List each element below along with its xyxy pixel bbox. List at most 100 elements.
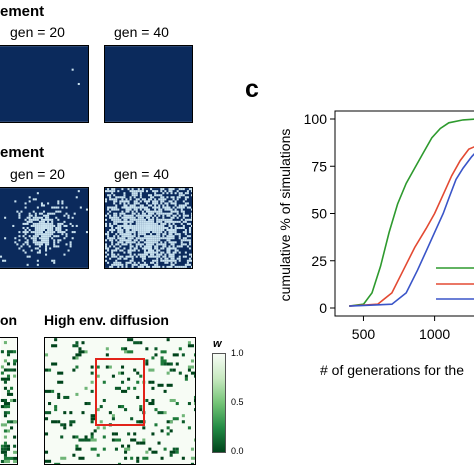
- low-diffusion-cell: [3, 441, 7, 445]
- row2-gen40-cell: [131, 255, 134, 258]
- high-diffusion-cell: [102, 447, 106, 451]
- row2-gen40-cell: [143, 226, 146, 230]
- high-diffusion-cell: [193, 395, 195, 399]
- row2-gen40-cell: [152, 265, 155, 268]
- high-diffusion-cell: [145, 362, 149, 366]
- row2-gen40-cell: [168, 190, 171, 193]
- high-diffusion-cell: [45, 411, 52, 415]
- row2-gen40-cell: [154, 259, 157, 262]
- high-diffusion-cell: [105, 347, 109, 351]
- row2-gen40-cell: [137, 206, 140, 209]
- row2-gen40-cell: [117, 263, 120, 266]
- row2-gen40-cell: [127, 235, 130, 238]
- row2-gen40-cell: [168, 212, 171, 215]
- row2-gen20-cell: [24, 241, 27, 244]
- row2-gen40-cell: [139, 204, 142, 207]
- high-diffusion-cell: [190, 371, 195, 375]
- row2-gen40-cell: [125, 222, 128, 225]
- row2-gen20-cell: [40, 243, 43, 246]
- row2-gen40-cell: [127, 224, 130, 227]
- row2-gen40-cell: [113, 206, 116, 209]
- low-diffusion-cell: [0, 450, 7, 454]
- row2-gen40-cell: [131, 231, 134, 234]
- row2-gen40-cell: [188, 257, 191, 260]
- row2-gen20-cell: [28, 235, 31, 238]
- high-diffusion-cell: [127, 447, 131, 451]
- y-tick-label: 50: [311, 206, 327, 222]
- row2-gen40-cell: [131, 194, 134, 197]
- row2-gen40-cell: [131, 192, 134, 195]
- row2-gen40-cell: [178, 226, 181, 230]
- row2-gen40-cell: [172, 231, 175, 234]
- row2-gen40-cell: [121, 212, 124, 215]
- row2-gen40-cell: [166, 202, 169, 205]
- row2-gen40-cell: [147, 237, 151, 240]
- row2-gen40-cell: [186, 196, 189, 199]
- row2-gen40-cell: [162, 243, 165, 246]
- row2-gen40-cell: [184, 192, 187, 195]
- row2-gen20-cell: [57, 245, 60, 248]
- row2-gen40-cell: [135, 206, 138, 209]
- high-diffusion-cell: [63, 426, 67, 430]
- row2-gen40-cell: [174, 231, 177, 234]
- row2-gen40-cell: [152, 255, 155, 258]
- row2-gen20-cell: [47, 218, 50, 221]
- row2-gen40-cell: [131, 212, 134, 215]
- high-diffusion-cell: [166, 383, 173, 387]
- row2-gen40-cell: [162, 251, 165, 254]
- row2-gen40-cell: [109, 196, 112, 199]
- row2-gen40-cell: [125, 255, 128, 258]
- row2-gen40-cell: [176, 265, 179, 268]
- high-diffusion-cell: [72, 435, 76, 439]
- low-diffusion-cell: [13, 368, 17, 372]
- row2-gen40-cell: [160, 229, 163, 232]
- row2-gen40-cell: [152, 231, 155, 234]
- row2-gen40-cell: [131, 206, 134, 209]
- high-diffusion-cell: [96, 374, 100, 378]
- high-diffusion-cell: [172, 447, 176, 451]
- row2-gen40-cell: [186, 206, 189, 209]
- row2-gen40-cell: [170, 233, 173, 236]
- row2-gen40-cell: [186, 202, 189, 205]
- row2-gen40-cell: [156, 194, 159, 197]
- row2-gen40-cell: [125, 208, 128, 211]
- row2-gen40-cell: [127, 188, 130, 191]
- row2-gen20-cell: [53, 243, 56, 246]
- row2-gen40-cell: [135, 263, 138, 266]
- row2-gen40-cell: [184, 237, 187, 240]
- row2-gen20-cell: [38, 241, 41, 244]
- row2-gen20-cell: [45, 247, 48, 250]
- row2-gen20-cell: [38, 229, 41, 232]
- high-diffusion-cell: [57, 395, 61, 399]
- row2-gen40-cell: [168, 231, 171, 234]
- row2-gen40-cell: [131, 190, 134, 193]
- row2-gen20-cell: [53, 212, 56, 215]
- high-diffusion-cell: [190, 359, 194, 363]
- row2-gen40-cell: [127, 202, 130, 205]
- row2-gen40-cell: [105, 190, 108, 193]
- row2-gen20-cell: [53, 259, 56, 262]
- row2-gen40-cell: [137, 224, 140, 227]
- row2-gen40-cell: [125, 216, 128, 219]
- row2-gen40-cell: [143, 214, 146, 217]
- row2-gen40-cell: [115, 249, 118, 252]
- row2-gen20-cell: [45, 224, 48, 227]
- row2-gen40-cell: [174, 200, 177, 203]
- high-diffusion-cell: [181, 456, 185, 460]
- row2-gen40-cell: [182, 200, 185, 203]
- row2-gen40-cell: [184, 265, 187, 268]
- row2-gen40-cell: [147, 247, 151, 250]
- row2-gen40-cell: [150, 233, 153, 236]
- row2-gen40-cell: [182, 214, 185, 217]
- row2-gen40-cell: [164, 202, 167, 205]
- row2-gen40-cell: [105, 243, 108, 246]
- row2-gen40-cell: [145, 229, 148, 232]
- row2-gen40-cell: [170, 247, 173, 250]
- row2-gen40-cell: [186, 259, 189, 262]
- high-diffusion-cell: [142, 438, 146, 442]
- row2-gen40-cell: [178, 265, 181, 268]
- row2-gen40-cell: [119, 231, 122, 234]
- row2-gen40-cell: [168, 208, 171, 211]
- high-diffusion-cell: [63, 423, 67, 427]
- row2-gen40-cell: [123, 194, 126, 197]
